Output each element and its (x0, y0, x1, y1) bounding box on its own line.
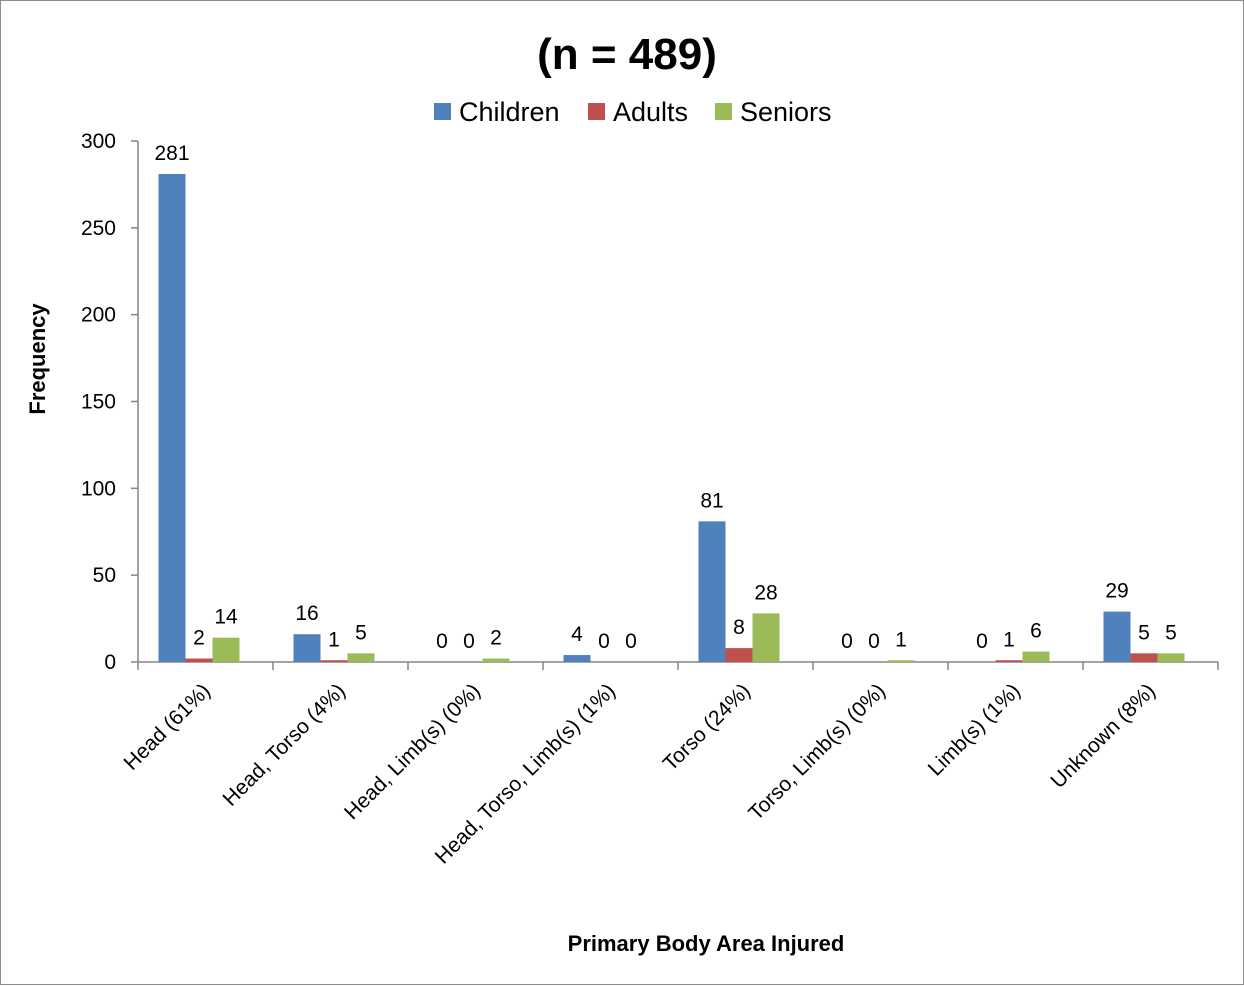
y-tick-label: 50 (93, 564, 116, 587)
x-category-label-torso-24: Torso (24%) (659, 679, 755, 775)
y-tick-label: 300 (81, 130, 116, 153)
x-category-label-head-limb-s-0: Head, Limb(s) (0%) (340, 679, 485, 824)
legend-label-children: Children (459, 97, 560, 127)
x-axis-title: Primary Body Area Injured (568, 931, 845, 956)
data-label-children-head-torso-4: 16 (295, 602, 318, 625)
y-tick-label: 100 (81, 477, 116, 500)
bar-adults-unknown-8 (1130, 653, 1158, 662)
data-label-adults-head-61: 2 (193, 627, 205, 650)
bar-children-torso-24 (698, 521, 726, 662)
data-label-seniors-torso-limb-s-0: 1 (895, 628, 907, 651)
bar-seniors-torso-limb-s-0 (887, 660, 915, 662)
bar-children-head-61 (158, 173, 186, 662)
data-label-adults-head-torso-limb-s-1: 0 (598, 630, 610, 653)
data-label-adults-head-limb-s-0: 0 (463, 630, 475, 653)
data-label-seniors-torso-24: 28 (754, 581, 777, 604)
y-tick-label: 200 (81, 304, 116, 327)
bar-seniors-torso-24 (752, 613, 780, 662)
data-label-seniors-head-61: 14 (214, 606, 238, 629)
legend: Children Adults Seniors (434, 97, 832, 127)
data-label-seniors-head-limb-s-0: 2 (490, 627, 502, 650)
legend-label-adults: Adults (613, 97, 688, 127)
legend-swatch-adults (588, 103, 605, 120)
x-category-label-torso-limb-s-0: Torso, Limb(s) (0%) (744, 679, 890, 825)
category-labels: Head (61%) Head, Torso (4%)Head, Limb(s) … (120, 679, 1161, 868)
bars (158, 173, 1185, 662)
data-label-children-head-61: 281 (154, 142, 189, 165)
bar-seniors-head-torso-4 (347, 653, 375, 662)
y-axis-title: Frequency (25, 303, 50, 415)
bar-adults-limb-s-1 (995, 660, 1023, 662)
data-label-children-head-torso-limb-s-1: 4 (571, 623, 583, 646)
legend-swatch-seniors (715, 103, 732, 120)
data-label-seniors-head-torso-4: 5 (355, 621, 367, 644)
chart-title: (n = 489) (537, 30, 717, 79)
y-tick-label: 0 (104, 651, 116, 674)
y-tick-label: 250 (81, 217, 116, 240)
bar-children-head-torso-4 (293, 634, 321, 662)
data-label-seniors-unknown-8: 5 (1165, 621, 1177, 644)
bar-children-unknown-8 (1103, 611, 1131, 662)
data-label-adults-unknown-8: 5 (1138, 621, 1150, 644)
data-label-adults-head-torso-4: 1 (328, 628, 340, 651)
data-label-children-torso-24: 81 (700, 489, 723, 512)
y-tick-label: 150 (81, 391, 116, 414)
legend-label-seniors: Seniors (740, 97, 832, 127)
legend-swatch-children (434, 103, 451, 120)
data-label-children-head-limb-s-0: 0 (436, 630, 448, 653)
data-label-adults-torso-24: 8 (733, 616, 745, 639)
x-category-label-head-torso-4: Head, Torso (4%) (218, 679, 350, 811)
data-label-children-unknown-8: 29 (1105, 580, 1128, 603)
data-label-seniors-head-torso-limb-s-1: 0 (625, 630, 637, 653)
data-label-adults-limb-s-1: 1 (1003, 628, 1015, 651)
bar-seniors-head-limb-s-0 (482, 658, 510, 662)
bar-children-head-torso-limb-s-1 (563, 655, 591, 662)
bar-seniors-limb-s-1 (1022, 651, 1050, 662)
y-axis: 0 50 100 150 200 250 300 (81, 130, 139, 674)
bar-adults-head-61 (185, 658, 213, 662)
x-category-label-unknown-8: Unknown (8%) (1046, 679, 1160, 793)
bar-adults-head-torso-4 (320, 660, 348, 662)
bar-adults-torso-24 (725, 648, 753, 662)
data-label-adults-torso-limb-s-0: 0 (868, 630, 880, 653)
x-category-label-limb-s-1: Limb(s) (1%) (924, 679, 1025, 780)
data-label-children-torso-limb-s-0: 0 (841, 630, 853, 653)
x-category-label-head-61: Head (61%) (120, 679, 216, 775)
x-axis (137, 661, 1219, 670)
data-label-seniors-limb-s-1: 6 (1030, 620, 1042, 643)
data-label-children-limb-s-1: 0 (976, 630, 988, 653)
bar-seniors-unknown-8 (1157, 653, 1185, 662)
bar-seniors-head-61 (212, 637, 240, 662)
